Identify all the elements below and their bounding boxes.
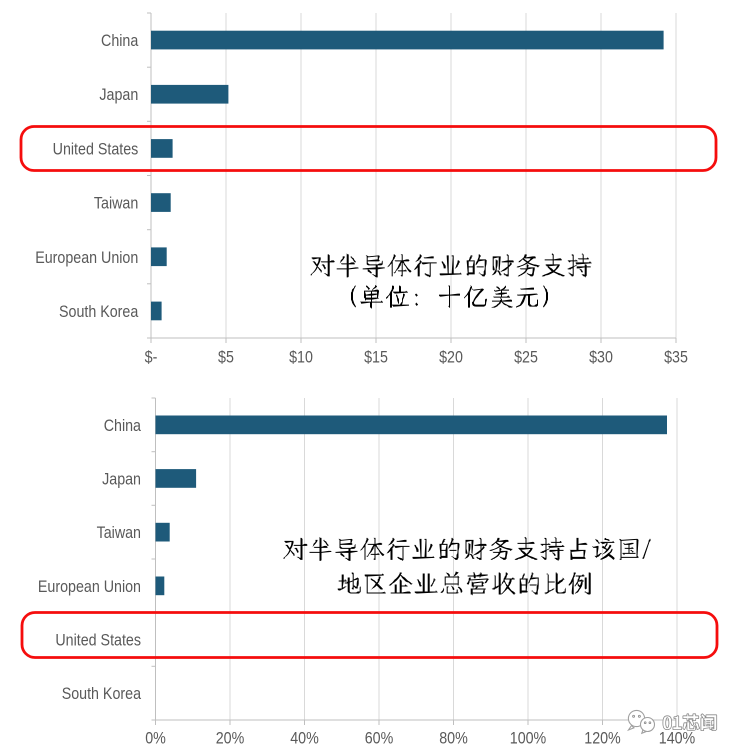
svg-text:Japan: Japan bbox=[99, 86, 138, 104]
svg-text:Japan: Japan bbox=[102, 471, 141, 489]
svg-text:140%: 140% bbox=[659, 730, 696, 748]
svg-text:$30: $30 bbox=[589, 349, 613, 367]
svg-text:100%: 100% bbox=[510, 730, 547, 748]
svg-text:Taiwan: Taiwan bbox=[94, 195, 138, 213]
svg-text:$35: $35 bbox=[664, 349, 688, 367]
svg-text:$5: $5 bbox=[218, 349, 234, 367]
svg-text:China: China bbox=[104, 417, 142, 435]
svg-text:Taiwan: Taiwan bbox=[97, 524, 141, 542]
svg-text:$20: $20 bbox=[439, 349, 463, 367]
svg-text:United States: United States bbox=[55, 632, 141, 650]
svg-text:United States: United States bbox=[53, 140, 139, 158]
svg-text:China: China bbox=[101, 32, 139, 50]
svg-text:60%: 60% bbox=[365, 730, 394, 748]
svg-text:0%: 0% bbox=[145, 730, 166, 748]
svg-text:$15: $15 bbox=[364, 349, 388, 367]
svg-text:20%: 20% bbox=[216, 730, 245, 748]
svg-text:$-: $- bbox=[145, 349, 158, 367]
svg-text:40%: 40% bbox=[290, 730, 319, 748]
svg-text:South Korea: South Korea bbox=[62, 685, 142, 703]
svg-text:European Union: European Union bbox=[38, 578, 141, 596]
svg-text:European Union: European Union bbox=[35, 249, 138, 267]
svg-text:80%: 80% bbox=[439, 730, 468, 748]
svg-text:$10: $10 bbox=[289, 349, 313, 367]
svg-text:South Korea: South Korea bbox=[59, 303, 139, 321]
svg-text:120%: 120% bbox=[584, 730, 621, 748]
svg-text:$25: $25 bbox=[514, 349, 538, 367]
